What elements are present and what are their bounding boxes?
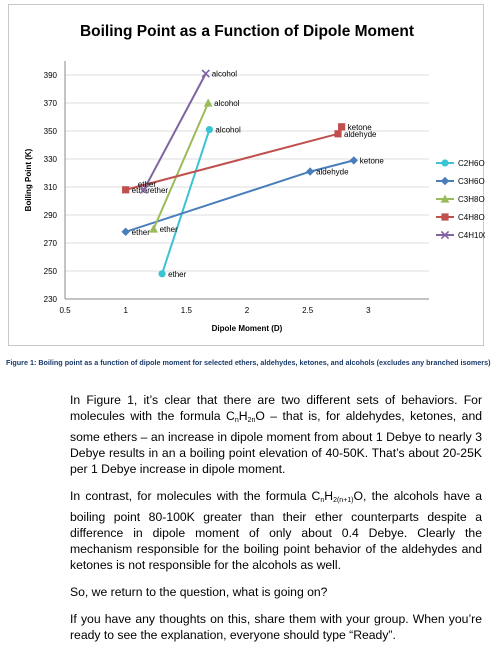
y-tick-label: 270	[44, 239, 58, 248]
y-tick-label: 390	[44, 71, 58, 80]
y-tick-label: 290	[44, 211, 58, 220]
boiling-point-chart: Boiling Point as a Function of Dipole Mo…	[24, 23, 485, 333]
legend-marker	[441, 213, 449, 221]
body-text: In Figure 1, it’s clear that there are t…	[70, 392, 482, 654]
subscript: n	[234, 417, 239, 424]
x-tick-label: 0.5	[59, 306, 71, 315]
legend-label: C3H8O	[458, 195, 485, 204]
point-label: ether	[132, 228, 151, 237]
data-point-c3h6o	[349, 156, 358, 165]
data-point-c2h6o	[158, 270, 166, 278]
text-run: So, we return to the question, what is g…	[70, 585, 328, 599]
data-point-c3h6o	[121, 227, 130, 236]
chart-title: Boiling Point as a Function of Dipole Mo…	[80, 23, 414, 40]
point-label: ether	[138, 180, 157, 189]
series-line-c2h6o	[161, 129, 211, 275]
chart-frame: Boiling Point as a Function of Dipole Mo…	[8, 4, 485, 346]
legend-label: C4H10O	[458, 231, 485, 240]
point-label: aldehyde	[316, 168, 349, 177]
x-tick-label: 2.5	[302, 306, 314, 315]
series-line-c4h10o	[142, 73, 207, 191]
text-run: In contrast, for molecules with the form…	[70, 489, 321, 503]
point-label: alcohol	[214, 99, 240, 108]
point-label: aldehyde	[344, 130, 377, 139]
legend-label: C3H6O	[458, 177, 485, 186]
text-run: H	[238, 409, 248, 423]
subscript: 2(n+1)	[333, 497, 354, 504]
y-tick-label: 330	[44, 155, 58, 164]
point-label: alcohol	[212, 70, 238, 79]
legend-label: C2H6O	[458, 159, 485, 168]
point-label: ether	[132, 186, 151, 195]
legend-marker	[440, 230, 450, 240]
data-point-c2h6o	[205, 126, 213, 134]
data-point-c3h6o	[305, 167, 315, 176]
legend-marker	[441, 159, 449, 167]
legend-marker	[440, 176, 450, 186]
paragraph: If you have any thoughts on this, share …	[70, 611, 482, 643]
paragraph: In contrast, for molecules with the form…	[70, 488, 482, 573]
point-label: ether	[160, 225, 179, 234]
paragraph: So, we return to the question, what is g…	[70, 584, 482, 600]
x-tick-label: 1.5	[181, 306, 193, 315]
data-point-c4h10o	[139, 185, 149, 194]
data-point-c4h8o	[338, 123, 346, 131]
x-axis-title: Dipole Moment (D)	[212, 324, 283, 333]
point-label: alcohol	[215, 126, 241, 135]
data-point-c4h10o	[201, 69, 210, 78]
data-point-c3h8o	[149, 224, 158, 233]
point-label: ether	[150, 186, 169, 195]
point-label: ketone	[348, 123, 373, 132]
y-tick-label: 230	[44, 295, 58, 304]
x-tick-label: 2	[245, 306, 250, 315]
point-label: ether	[168, 270, 187, 279]
y-tick-label: 350	[44, 127, 58, 136]
x-tick-label: 1	[123, 306, 128, 315]
y-tick-label: 250	[44, 267, 58, 276]
x-tick-label: 3	[366, 306, 371, 315]
data-point-c4h8o	[122, 186, 130, 194]
y-axis-title: Boiling Point (K)	[24, 148, 33, 211]
data-point-c3h8o	[203, 98, 213, 107]
y-tick-label: 370	[44, 99, 58, 108]
text-run: O, the alcohols have a boiling point 80-…	[70, 489, 482, 572]
text-run: If you have any thoughts on this, share …	[70, 612, 482, 642]
figure-caption: Figure 1: Boiling point as a function of…	[6, 358, 491, 367]
data-point-c4h8o	[334, 130, 342, 138]
series-line-c3h8o	[152, 102, 210, 230]
paragraph: In Figure 1, it’s clear that there are t…	[70, 392, 482, 477]
subscript: n	[320, 497, 325, 504]
text-run: In Figure 1, it’s clear that there are t…	[70, 393, 482, 423]
y-tick-label: 310	[44, 183, 58, 192]
text-run: O – that is, for aldehydes, ketones, and…	[70, 409, 483, 476]
legend-label: C4H8O	[458, 213, 485, 222]
legend-marker	[440, 194, 450, 203]
text-run: H	[324, 489, 334, 503]
point-label: ketone	[360, 156, 385, 165]
series-line-c4h8o	[125, 126, 343, 191]
subscript: 2n	[247, 417, 256, 424]
